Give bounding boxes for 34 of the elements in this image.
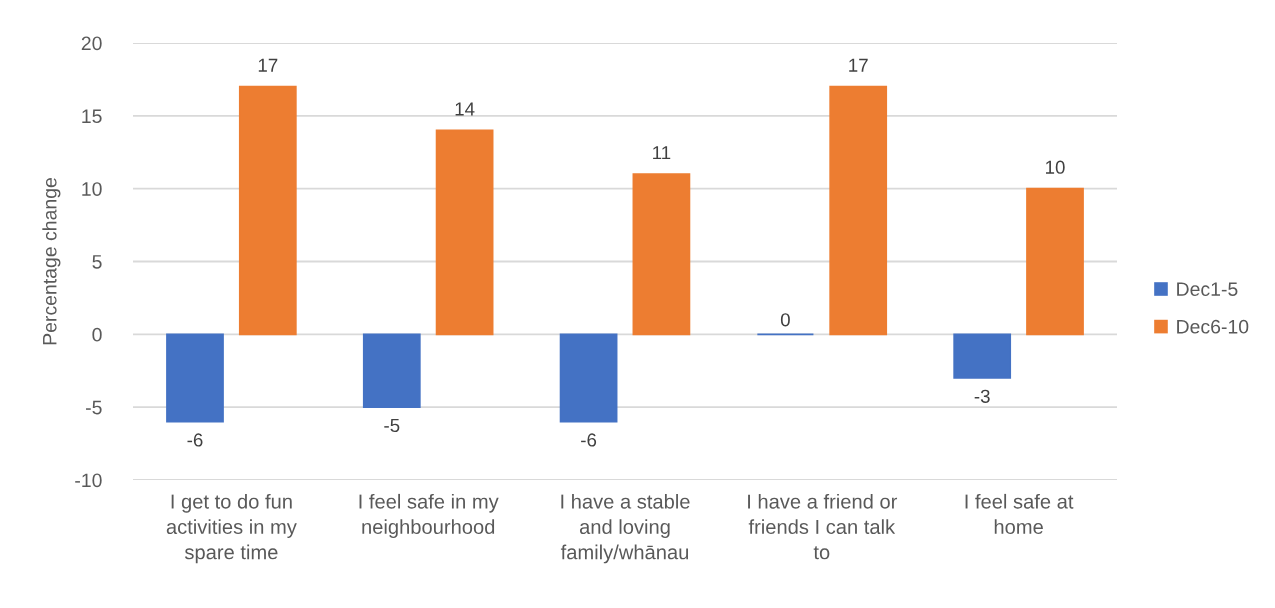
legend-label: Dec6-10: [1177, 319, 1249, 334]
data-label: 10: [1046, 160, 1065, 174]
data-label: -3: [974, 389, 990, 403]
x-tick-label: I feel safe in my neighbourhood: [359, 493, 499, 538]
x-tick-label: I feel safe at home: [965, 493, 1074, 535]
y-tick-label: -5: [86, 400, 102, 415]
data-label: 11: [653, 146, 671, 160]
y-axis-title: Percentage change: [42, 178, 61, 345]
data-label: -6: [581, 433, 597, 447]
y-tick-label: 15: [82, 109, 102, 124]
x-tick-label: I get to do fun activities in my spare time: [166, 493, 297, 564]
y-tick-label: -10: [75, 473, 102, 488]
y-tick-label: 0: [92, 327, 102, 342]
bar: [829, 85, 888, 336]
y-tick-label: 5: [92, 255, 102, 269]
bar: [632, 173, 691, 336]
bar: [559, 333, 618, 423]
x-tick-label: I have a stable and loving family/whānau: [560, 493, 690, 564]
data-label: 14: [455, 102, 475, 116]
data-label: 17: [849, 58, 868, 72]
bar: [1026, 187, 1084, 336]
data-label: 17: [258, 58, 278, 72]
bar: [953, 333, 1012, 379]
bar: [166, 333, 224, 423]
y-tick-label: 10: [82, 182, 102, 196]
bar: [362, 333, 421, 409]
data-label: -6: [187, 433, 203, 447]
data-label: -5: [384, 418, 400, 433]
bar: [435, 129, 494, 336]
y-tick-label: 20: [81, 36, 102, 51]
legend-label: Dec1-5: [1177, 282, 1238, 296]
data-label: 0: [780, 313, 790, 327]
x-tick-label: I have a friend or friends I can talk to: [748, 493, 898, 560]
bar: [238, 85, 297, 336]
